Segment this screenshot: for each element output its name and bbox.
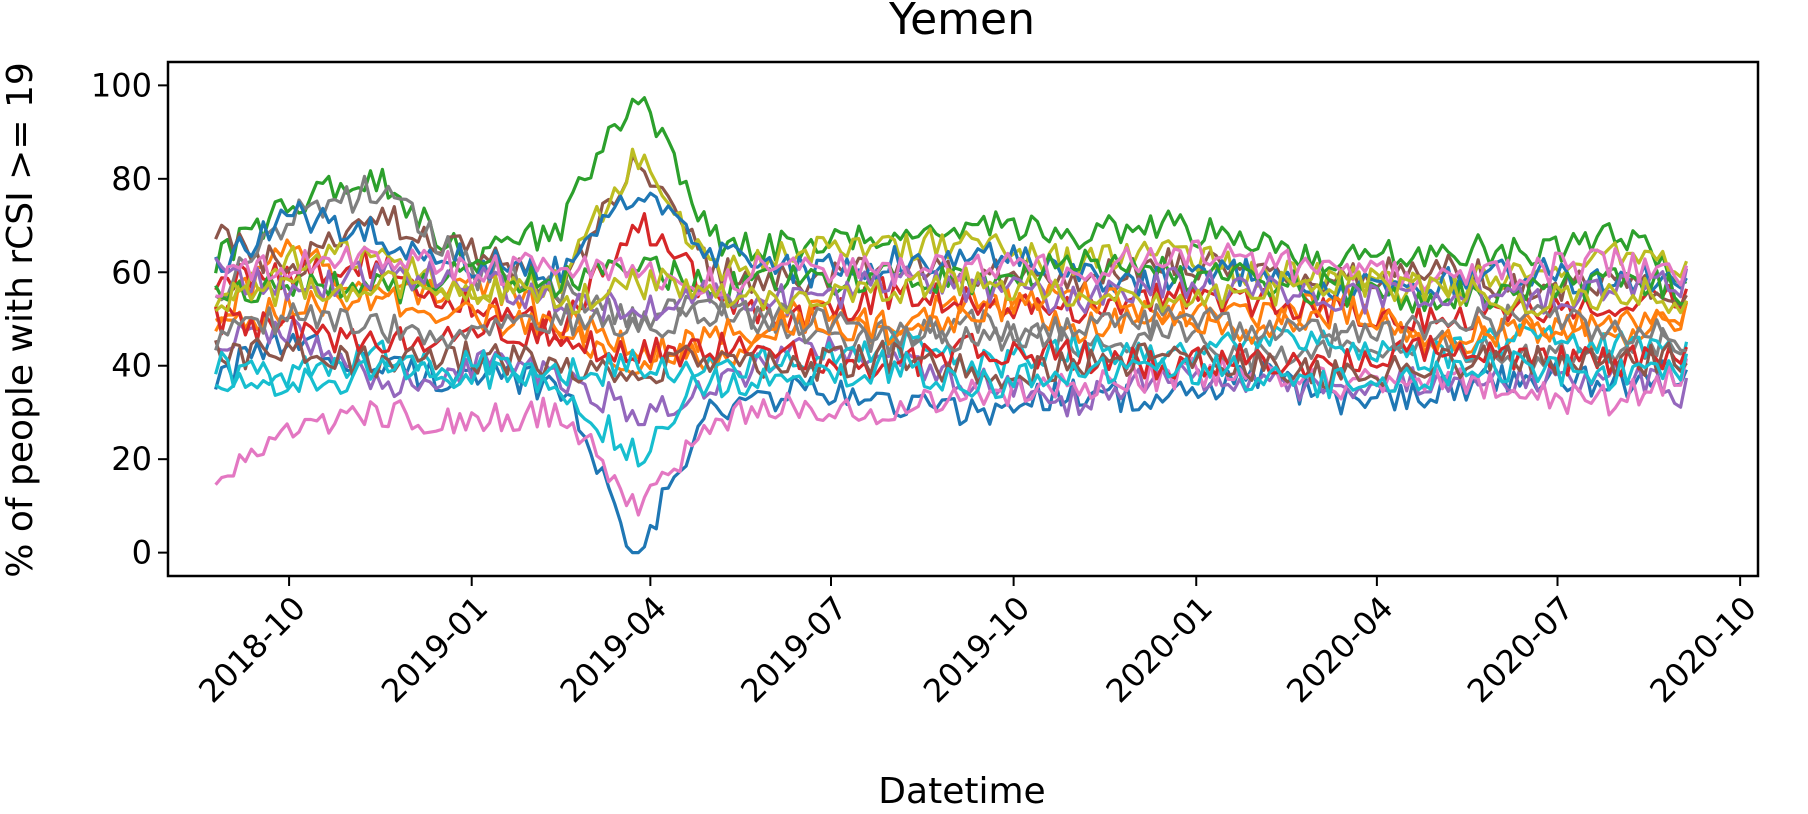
series-line — [214, 281, 1689, 376]
x-tick-label: 2020-04 — [1279, 589, 1400, 710]
series-line — [214, 191, 1688, 303]
y-axis: 0 20 40 60 80 100 — [91, 66, 168, 572]
x-tick-label: 2018-10 — [191, 589, 312, 710]
series-layer — [214, 96, 1689, 555]
x-tick-label: 2020-07 — [1460, 589, 1581, 710]
series-line — [215, 316, 1689, 427]
y-tick-label: 60 — [111, 253, 152, 291]
x-tick-label: 2019-01 — [374, 589, 495, 710]
x-axis-label: Datetime — [878, 771, 1045, 812]
x-tick-label: 2020-01 — [1098, 589, 1219, 710]
series-line — [214, 96, 1688, 286]
x-tick-label: 2020-10 — [1642, 589, 1763, 710]
x-tick-label: 2019-10 — [916, 589, 1037, 710]
x-tick-label: 2019-04 — [553, 589, 674, 710]
y-tick-label: 20 — [111, 440, 152, 478]
y-tick-label: 0 — [132, 534, 152, 572]
x-axis: 2018-10 2019-01 2019-04 2019-07 2019-10 2020-… — [191, 576, 1764, 710]
series-line — [214, 348, 1689, 400]
chart-title: Yemen — [888, 0, 1035, 45]
x-tick-label: 2019-07 — [733, 589, 854, 710]
plot-frame — [166, 60, 1760, 578]
y-tick-label: 80 — [111, 160, 152, 198]
y-tick-label: 100 — [91, 66, 152, 104]
y-axis-label: % of people with rCSI >= 19 — [0, 62, 41, 578]
y-tick-label: 40 — [111, 347, 152, 385]
series-line — [214, 353, 1689, 517]
series-line — [214, 296, 1687, 353]
series-line — [214, 266, 1688, 317]
